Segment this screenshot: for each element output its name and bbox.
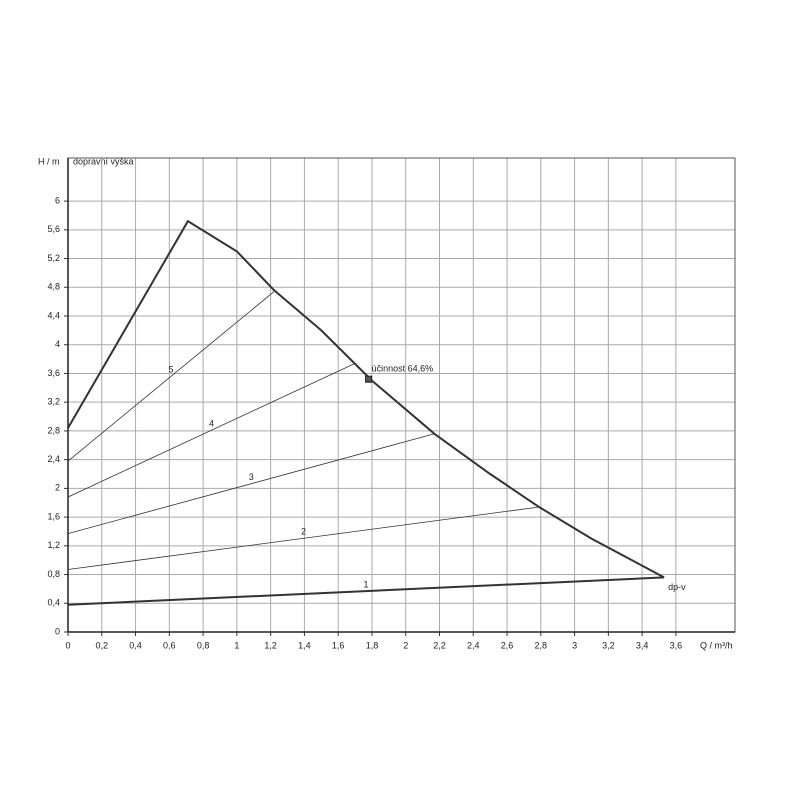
x-tick-label: 1 <box>234 640 239 650</box>
series-label: 3 <box>249 472 254 482</box>
x-tick-label: 0 <box>65 640 70 650</box>
series-line <box>67 291 275 462</box>
x-tick-label: 3,4 <box>636 640 649 650</box>
y-tick-label: 2,4 <box>47 454 60 464</box>
y-tick-label: 5,6 <box>47 224 60 234</box>
x-tick-label: 1,8 <box>366 640 379 650</box>
y-tick-label: 0,8 <box>47 569 60 579</box>
y-tick-label: 6 <box>55 195 60 205</box>
series-line <box>67 506 540 570</box>
y-tick-label: 4,8 <box>47 282 60 292</box>
x-tick-label: 2,4 <box>467 640 480 650</box>
series-label: 5 <box>168 365 173 375</box>
x-tick-label: 1,4 <box>298 640 311 650</box>
x-tick-label: 2 <box>403 640 408 650</box>
x-tick-label: 2,2 <box>433 640 446 650</box>
x-tick-label: 0,8 <box>197 640 210 650</box>
operating-point <box>365 375 373 383</box>
series-line <box>67 576 665 606</box>
x-tick-label: 2,6 <box>501 640 514 650</box>
y-tick-label: 0 <box>55 626 60 636</box>
series-label: 2 <box>301 527 306 537</box>
series-label: 1 <box>364 579 369 589</box>
y-tick-label: 3,2 <box>47 397 60 407</box>
y-tick-label: 1,2 <box>47 540 60 550</box>
series-line <box>67 433 435 534</box>
y-tick-label: 1,6 <box>47 511 60 521</box>
x-tick-label: 0,2 <box>96 640 109 650</box>
y-axis-subtitle: dopravní výška <box>73 156 134 166</box>
y-tick-label: 0,4 <box>47 598 60 608</box>
y-tick-label: 4 <box>55 339 60 349</box>
x-tick-label: 0,4 <box>129 640 142 650</box>
annotation: dp-v <box>668 582 686 592</box>
x-tick-label: 2,8 <box>535 640 548 650</box>
y-tick-label: 5,2 <box>47 253 60 263</box>
y-tick-label: 3,6 <box>47 368 60 378</box>
x-tick-label: 0,6 <box>163 640 176 650</box>
x-tick-label: 3,2 <box>602 640 615 650</box>
point-label: účinnost 64,6% <box>372 364 434 374</box>
y-axis-label: H / m <box>38 156 60 166</box>
x-tick-label: 3,6 <box>670 640 683 650</box>
series-label: 4 <box>209 419 214 429</box>
x-tick-label: 1,2 <box>264 640 277 650</box>
y-tick-label: 2 <box>55 483 60 493</box>
y-tick-label: 2,8 <box>47 425 60 435</box>
x-tick-label: 3 <box>572 640 577 650</box>
x-tick-label: 1,6 <box>332 640 345 650</box>
x-axis-label: Q / m³/h <box>700 640 733 650</box>
series-line <box>67 363 356 498</box>
y-tick-label: 4,4 <box>47 310 60 320</box>
